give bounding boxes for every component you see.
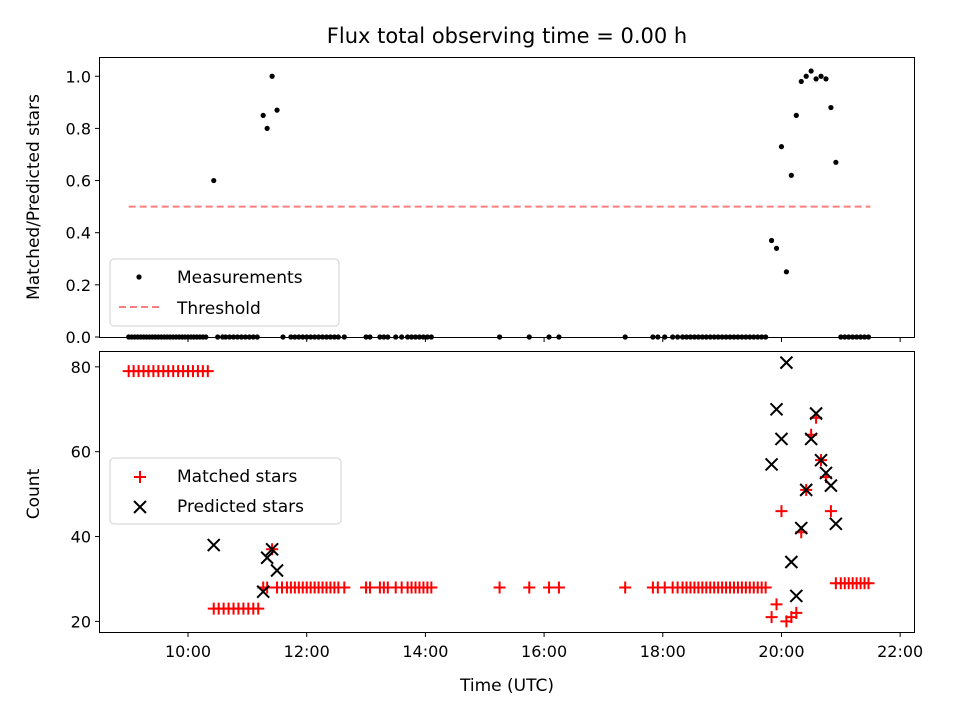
- x-tick-label: 10:00: [165, 642, 211, 661]
- x-tick-label: 18:00: [640, 642, 686, 661]
- measurement-point: [788, 172, 794, 178]
- bottom-y-tick-label: 40: [71, 528, 91, 547]
- bottom-legend-box: [109, 457, 342, 525]
- measurement-point: [778, 144, 785, 150]
- top-y-tick-label: 1.0: [66, 67, 91, 86]
- predicted-point: [829, 517, 843, 531]
- matched-point: [201, 365, 214, 378]
- top-legend: Measurements Threshold: [109, 258, 340, 327]
- measurement-point: [768, 237, 775, 244]
- predicted-point: [774, 432, 789, 446]
- matched-point: [775, 505, 788, 518]
- predicted-point: [804, 432, 818, 446]
- matched-point: [824, 505, 837, 518]
- matched-point: [252, 602, 265, 615]
- predicted-point: [764, 457, 779, 472]
- predicted-point: [799, 483, 813, 497]
- bottom-y-axis-label: Count: [24, 468, 44, 519]
- chart-title: Flux total observing time = 0.00 h: [327, 24, 687, 48]
- bottom-y-tick-label: 80: [71, 358, 91, 377]
- legend-threshold-label: Threshold: [176, 299, 261, 319]
- measurement-point: [793, 112, 799, 118]
- top-y-tick-label: 0.8: [66, 119, 91, 138]
- x-tick-label: 12:00: [284, 642, 330, 661]
- measurement-point: [260, 112, 266, 118]
- matched-point: [790, 606, 803, 619]
- legend-matched-label: Matched stars: [177, 467, 297, 487]
- top-y-tick-label: 0.4: [66, 224, 91, 243]
- top-y-axis-label: Matched/Predicted stars: [24, 94, 44, 300]
- matched-point: [619, 581, 632, 594]
- top-legend-box: [109, 258, 340, 327]
- measurement-point: [783, 269, 790, 275]
- predicted-point: [779, 355, 794, 370]
- matched-point: [338, 581, 351, 594]
- measurement-point: [808, 68, 814, 74]
- matched-point: [770, 598, 783, 611]
- measurement-point: [798, 78, 804, 85]
- top-plot-area: 0.0 0.2 0.4 0.6 0.8 1.0: [66, 67, 901, 347]
- legend-measurements-label: Measurements: [177, 268, 303, 288]
- predicted-point: [265, 542, 279, 556]
- bottom-legend: Matched stars Predicted stars: [109, 457, 342, 525]
- measurement-point: [828, 104, 834, 111]
- bottom-plot-area: 20 40 60 80 10:00 12:00 14:00 16:00 18:00 20:00 22…: [71, 355, 923, 661]
- predicted-point: [260, 551, 274, 565]
- predicted-point: [769, 402, 784, 416]
- predicted-point: [809, 406, 823, 421]
- bottom-y-tick-label: 60: [71, 443, 91, 462]
- x-tick-label: 20:00: [758, 642, 804, 661]
- x-axis-label: Time (UTC): [459, 676, 554, 696]
- measurement-point: [274, 107, 280, 113]
- predicted-point: [784, 555, 799, 569]
- x-tick-label: 16:00: [521, 642, 567, 661]
- measurement-point: [813, 76, 819, 82]
- legend-predicted-marker: [133, 500, 147, 514]
- predicted-point: [256, 584, 270, 599]
- predicted-point: [819, 466, 833, 480]
- predicted-point: [814, 453, 828, 467]
- predicted-point: [207, 538, 221, 552]
- top-y-tick-label: 0.0: [66, 328, 91, 347]
- predicted-point: [794, 521, 808, 535]
- predicted-point: [270, 563, 284, 578]
- measurement-point: [833, 159, 839, 165]
- top-axes-frame: [99, 57, 915, 338]
- measurement-point: [269, 73, 275, 79]
- matched-point: [862, 577, 875, 590]
- measurement-point: [818, 73, 824, 79]
- bottom-y-tick-label: 20: [71, 612, 91, 631]
- measurement-point: [773, 245, 780, 251]
- measurement-point: [803, 73, 809, 79]
- predicted-point: [789, 589, 804, 603]
- matched-point: [759, 581, 772, 594]
- predicted-point: [824, 478, 838, 493]
- legend-predicted-label: Predicted stars: [177, 497, 304, 517]
- matched-point: [493, 581, 506, 594]
- legend-measurements-marker: [136, 274, 142, 280]
- measurement-point: [823, 76, 829, 82]
- x-tick-label: 22:00: [877, 642, 923, 661]
- matched-point: [523, 581, 536, 594]
- matched-point: [765, 611, 778, 624]
- x-tick-label: 14:00: [402, 642, 448, 661]
- measurement-point: [264, 125, 270, 132]
- top-y-tick-label: 0.6: [66, 172, 91, 191]
- measurement-point: [211, 177, 217, 184]
- bottom-axes-frame: [99, 351, 915, 633]
- matched-point: [425, 581, 438, 594]
- top-y-tick-label: 0.2: [66, 276, 91, 295]
- matched-point: [552, 581, 565, 594]
- legend-matched-marker: [134, 471, 146, 483]
